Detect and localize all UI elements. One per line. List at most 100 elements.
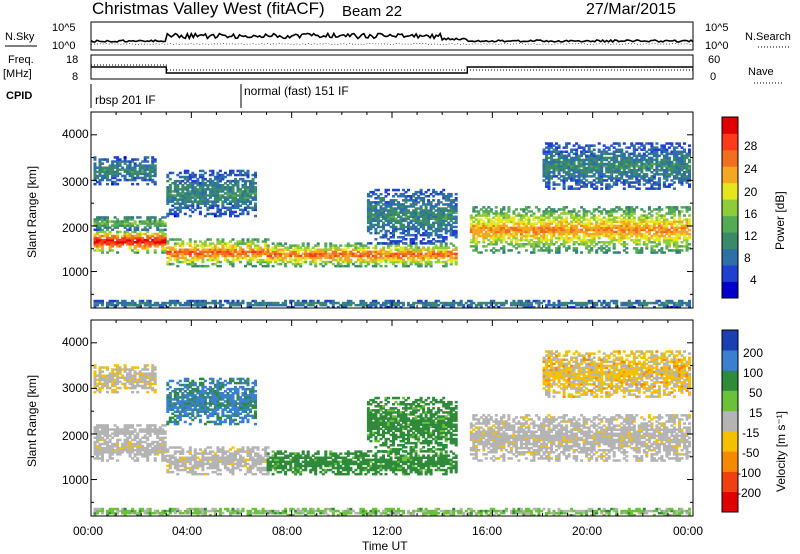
power-cell: [522, 220, 526, 223]
power-cell: [324, 256, 328, 260]
power-cell: [642, 158, 646, 162]
power-cell: [454, 252, 458, 256]
power-cell: [419, 219, 423, 223]
power-cell: [279, 258, 283, 262]
power-cell: [141, 228, 145, 231]
power-cell: [517, 245, 521, 248]
power-cell: [670, 152, 674, 156]
power-cell: [442, 188, 446, 192]
power-cell: [622, 243, 626, 246]
power-cell: [392, 242, 395, 245]
power-cell: [680, 169, 684, 172]
power-cell: [557, 230, 561, 234]
power-cell: [231, 204, 235, 207]
power-cell: [557, 236, 561, 240]
power-cell: [113, 234, 117, 238]
power-cell: [141, 247, 145, 250]
power-cell: [432, 252, 436, 256]
power-cell: [577, 236, 581, 240]
power-cell: [216, 208, 220, 212]
power-cell: [557, 169, 561, 172]
power-cell: [354, 246, 358, 249]
power-cell: [402, 223, 405, 227]
power-cell: [324, 252, 328, 256]
power-cell: [203, 204, 207, 207]
power-cell: [181, 242, 185, 245]
power-cell: [650, 150, 654, 153]
power-cell: [567, 210, 571, 213]
power-cell: [497, 220, 501, 223]
power-cell: [665, 154, 669, 158]
power-cell: [168, 254, 172, 258]
power-cell: [627, 208, 631, 211]
power-cell: [535, 230, 538, 234]
power-cell: [141, 299, 145, 303]
power-cell: [615, 164, 619, 168]
power-cell: [366, 209, 370, 212]
power-cell: [605, 245, 609, 248]
power-cell: [429, 260, 433, 264]
power-cell: [577, 230, 581, 234]
power-cell: [299, 246, 303, 249]
power-cell: [106, 166, 109, 169]
power-cell: [201, 179, 205, 183]
power-cell: [607, 218, 611, 221]
power-cell: [427, 211, 431, 214]
power-cell: [201, 173, 205, 177]
power-cell: [274, 246, 278, 249]
power-cell: [133, 178, 137, 182]
power-cell: [439, 256, 443, 260]
power-cell: [203, 214, 207, 218]
power-cell: [161, 245, 165, 248]
power-cell: [409, 211, 413, 214]
power-cell: [492, 243, 496, 246]
power-cell: [512, 232, 516, 236]
power-cell: [201, 182, 205, 185]
power-cell: [201, 200, 205, 203]
power-cell: [615, 148, 619, 151]
power-cell: [359, 246, 363, 249]
power-cell: [452, 231, 456, 235]
power-cell: [407, 199, 410, 202]
power-cell: [106, 224, 109, 227]
power-cell: [489, 243, 493, 246]
power-cell: [281, 250, 285, 254]
power-cell: [168, 208, 172, 212]
power-cell: [630, 224, 634, 228]
power-cell: [662, 175, 666, 178]
power-cell: [316, 250, 320, 254]
power-cell: [507, 243, 511, 246]
power-cell: [482, 226, 486, 230]
power-cell: [427, 209, 431, 212]
power-cell: [610, 220, 614, 223]
power-cell: [314, 262, 318, 266]
power-cell: [685, 208, 689, 211]
power-cell: [477, 226, 481, 230]
power-cell: [409, 215, 413, 218]
power-cell: [244, 188, 247, 191]
power-cell: [213, 202, 217, 205]
freq-tick-top: 18: [66, 54, 78, 66]
power-cell: [101, 245, 104, 248]
power-cell: [657, 234, 661, 238]
power-cell: [389, 213, 393, 216]
power-cell: [484, 245, 488, 248]
power-cell: [414, 250, 418, 254]
power-cell: [183, 260, 187, 264]
power-cell: [156, 241, 160, 244]
power-cell: [635, 243, 639, 246]
power-cell: [557, 183, 561, 186]
power-cell: [166, 305, 170, 309]
power-cell: [126, 218, 130, 221]
power-cell: [577, 175, 581, 178]
power-cell: [201, 256, 205, 260]
power-cell: [602, 150, 606, 153]
power-cell: [672, 158, 676, 162]
power-cell: [602, 243, 606, 246]
power-cell: [161, 220, 165, 223]
power-cell: [239, 198, 242, 201]
power-cell: [181, 206, 185, 210]
power-cell: [218, 188, 222, 191]
power-cell: [193, 303, 197, 307]
power-cell: [422, 221, 426, 225]
